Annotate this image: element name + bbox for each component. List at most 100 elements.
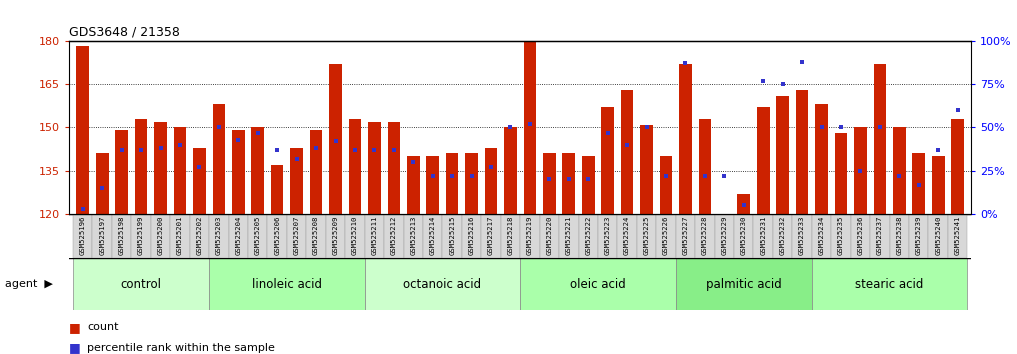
Bar — [229, 214, 248, 258]
Text: GSM525240: GSM525240 — [936, 216, 941, 255]
Bar — [112, 214, 131, 258]
Point — [327, 138, 344, 144]
Text: GSM525224: GSM525224 — [624, 216, 631, 255]
Text: control: control — [121, 278, 162, 291]
Point — [230, 137, 246, 142]
Bar — [442, 214, 462, 258]
Point — [910, 182, 926, 188]
Text: GSM525226: GSM525226 — [663, 216, 669, 255]
Bar — [850, 214, 871, 258]
Bar — [193, 148, 205, 214]
Point — [639, 125, 655, 130]
Bar — [267, 214, 287, 258]
Text: GSM525208: GSM525208 — [313, 216, 319, 255]
Point — [172, 142, 188, 148]
Bar — [287, 214, 306, 258]
Text: GSM525198: GSM525198 — [119, 216, 125, 255]
Point — [424, 173, 440, 179]
Bar — [932, 156, 945, 214]
Bar — [349, 119, 361, 214]
Bar — [871, 214, 890, 258]
Bar — [543, 154, 555, 214]
Point — [308, 145, 324, 151]
Text: palmitic acid: palmitic acid — [706, 278, 782, 291]
Bar — [407, 156, 420, 214]
Text: GSM525237: GSM525237 — [877, 216, 883, 255]
Text: GSM525200: GSM525200 — [158, 216, 164, 255]
Bar — [715, 214, 734, 258]
Bar — [135, 119, 147, 214]
Bar — [213, 104, 225, 214]
Bar — [151, 214, 170, 258]
Text: GSM525214: GSM525214 — [430, 216, 435, 255]
Bar — [660, 156, 672, 214]
Bar — [524, 41, 536, 214]
Bar — [679, 64, 692, 214]
Bar — [696, 214, 715, 258]
Bar — [540, 214, 559, 258]
Bar — [500, 214, 521, 258]
Bar — [579, 214, 598, 258]
Bar — [831, 214, 850, 258]
Bar — [521, 258, 675, 310]
Text: GSM525233: GSM525233 — [799, 216, 805, 255]
Bar — [582, 156, 595, 214]
Bar — [948, 214, 967, 258]
Bar — [423, 214, 442, 258]
Bar — [641, 125, 653, 214]
Point — [289, 156, 305, 161]
Bar — [248, 214, 267, 258]
Text: count: count — [87, 322, 119, 332]
Text: GSM525239: GSM525239 — [915, 216, 921, 255]
Bar — [93, 214, 112, 258]
Text: GSM525196: GSM525196 — [79, 216, 85, 255]
Bar — [232, 130, 245, 214]
Point — [366, 147, 382, 153]
Bar — [776, 96, 789, 214]
Bar — [73, 258, 210, 310]
Bar — [656, 214, 675, 258]
Text: GSM525230: GSM525230 — [740, 216, 746, 255]
Bar — [131, 214, 151, 258]
Bar — [598, 214, 617, 258]
Text: GSM525215: GSM525215 — [450, 216, 456, 255]
Point — [872, 125, 888, 130]
Point — [153, 145, 169, 151]
Text: GSM525210: GSM525210 — [352, 216, 358, 255]
Point — [716, 173, 732, 179]
Bar — [210, 258, 365, 310]
Bar — [909, 214, 929, 258]
Point — [133, 147, 149, 153]
Bar — [601, 107, 614, 214]
Point — [931, 147, 947, 153]
Bar — [773, 214, 792, 258]
Text: GSM525221: GSM525221 — [565, 216, 572, 255]
Bar — [675, 258, 812, 310]
Bar — [271, 165, 284, 214]
Text: GSM525229: GSM525229 — [721, 216, 727, 255]
Text: GSM525206: GSM525206 — [275, 216, 280, 255]
Bar — [210, 214, 229, 258]
Bar — [190, 214, 210, 258]
Bar — [835, 133, 847, 214]
Bar — [251, 127, 264, 214]
Bar — [345, 214, 365, 258]
Text: agent  ▶: agent ▶ — [5, 279, 53, 289]
Bar — [365, 214, 384, 258]
Point — [560, 177, 577, 182]
Bar — [617, 214, 637, 258]
Text: GSM525203: GSM525203 — [216, 216, 222, 255]
Point — [775, 81, 791, 87]
Text: GSM525222: GSM525222 — [585, 216, 591, 255]
Bar — [426, 156, 439, 214]
Bar — [675, 214, 696, 258]
Text: GSM525218: GSM525218 — [507, 216, 514, 255]
Text: GSM525225: GSM525225 — [644, 216, 650, 255]
Point — [347, 147, 363, 153]
Bar — [481, 214, 500, 258]
Bar — [637, 214, 656, 258]
Bar — [96, 154, 109, 214]
Text: GSM525219: GSM525219 — [527, 216, 533, 255]
Text: GSM525235: GSM525235 — [838, 216, 844, 255]
Bar — [734, 214, 754, 258]
